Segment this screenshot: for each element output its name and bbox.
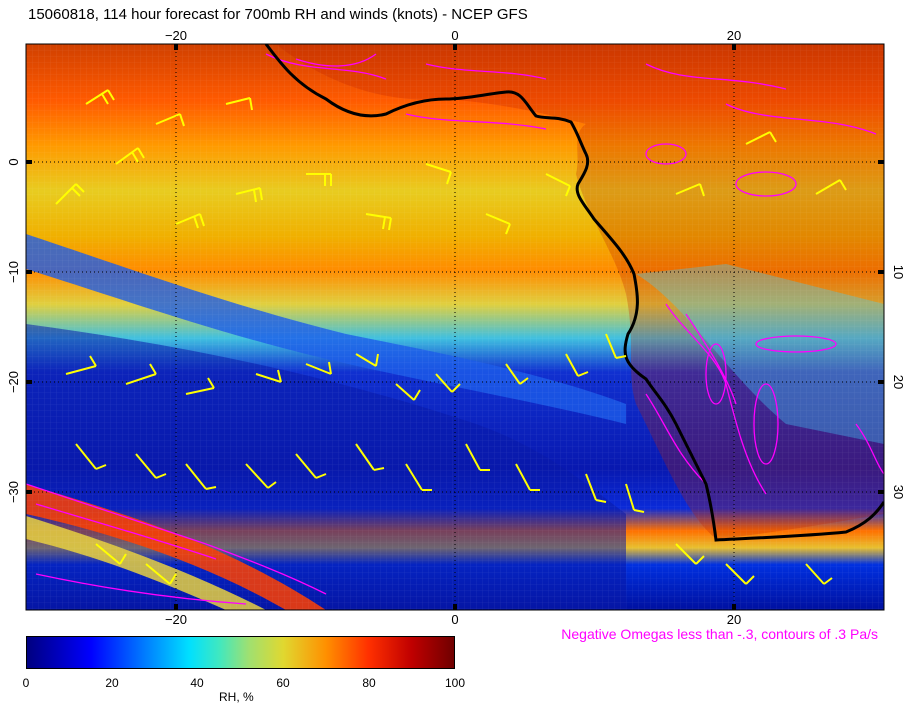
map-title: 15060818, 114 hour forecast for 700mb RH… xyxy=(28,6,528,23)
lon-tick-bottom: −20 xyxy=(165,612,187,627)
colorbar-tick: 80 xyxy=(362,676,376,690)
omega-note: Negative Omegas less than -.3, contours … xyxy=(561,626,878,642)
colorbar-tick: 40 xyxy=(190,676,204,690)
lat-tick-right: 30 xyxy=(891,485,906,499)
graticule xyxy=(26,44,884,610)
lon-tick-top: 20 xyxy=(727,28,741,43)
axis-ticks xyxy=(26,44,884,610)
coastline xyxy=(264,44,884,542)
colorbar-tick: 0 xyxy=(22,676,30,690)
lat-tick-right: 20 xyxy=(891,375,906,389)
colorbar-tick: 60 xyxy=(276,676,290,690)
rh-colorbar xyxy=(26,636,455,669)
rh-map xyxy=(26,44,884,610)
lat-tick-left: −30 xyxy=(6,481,21,503)
lon-tick-bottom: 0 xyxy=(451,612,458,627)
lon-tick-top: −20 xyxy=(165,28,187,43)
colorbar-label: RH, % xyxy=(219,690,254,704)
lon-tick-bottom: 20 xyxy=(727,612,741,627)
colorbar-tick: 100 xyxy=(444,676,466,690)
lat-tick-left: −10 xyxy=(6,261,21,283)
rh-field xyxy=(26,44,884,610)
colorbar-tick: 20 xyxy=(105,676,119,690)
omega-contours xyxy=(26,53,884,605)
lon-tick-top: 0 xyxy=(451,28,458,43)
lat-tick-left: −20 xyxy=(6,371,21,393)
lat-tick-left: 0 xyxy=(6,158,21,165)
wind-barbs xyxy=(55,44,848,585)
lat-tick-right: 10 xyxy=(891,265,906,279)
